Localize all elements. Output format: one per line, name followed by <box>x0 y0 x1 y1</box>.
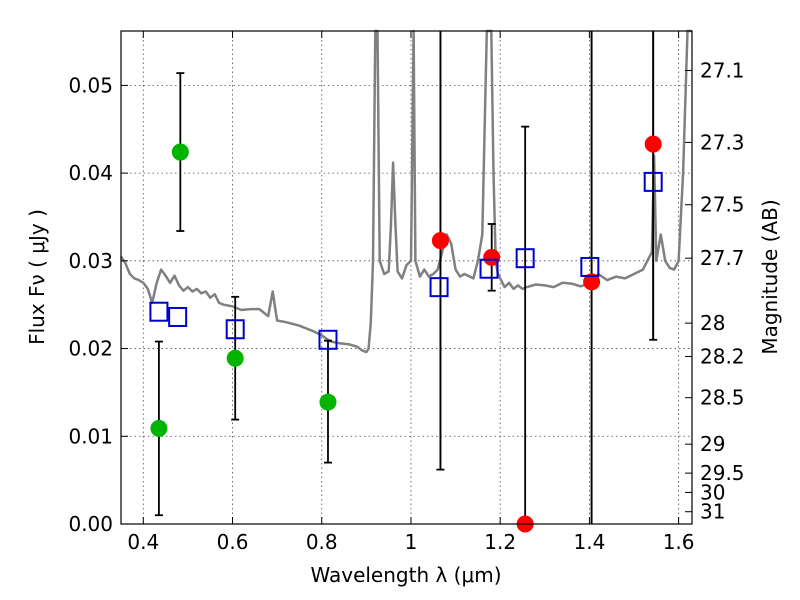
x-tick-label: 1.6 <box>663 530 695 554</box>
y-tick-label: 0.03 <box>68 249 113 273</box>
model-square <box>318 329 338 350</box>
magnitude-tick-label: 28.2 <box>700 344 745 368</box>
magnitude-tick-label: 29 <box>700 432 725 456</box>
y-tick-label: 0.01 <box>68 424 113 448</box>
model-square <box>479 258 499 279</box>
data-points <box>149 31 663 533</box>
magnitude-tick-label: 29.5 <box>700 461 745 485</box>
data-point <box>431 232 449 250</box>
x-tick-label: 1 <box>405 530 418 554</box>
magnitude-tick-label: 27.1 <box>700 58 745 82</box>
data-point <box>483 248 501 266</box>
model-square <box>168 306 188 327</box>
model-square <box>643 171 663 192</box>
model-spectrum <box>119 29 692 354</box>
y2-axis-label: Magnitude (AB) <box>758 199 782 354</box>
data-point <box>583 273 601 291</box>
data-point <box>171 143 189 161</box>
data-point <box>319 393 337 411</box>
x-axis-label: Wavelength λ (μm) <box>310 563 501 587</box>
model-square <box>580 256 600 277</box>
x-tick-label: 0.8 <box>306 530 338 554</box>
model-square <box>225 319 245 340</box>
magnitude-tick-label: 27.3 <box>700 130 745 154</box>
y-tick-label: 0.05 <box>68 73 113 97</box>
y-tick-label: 0.00 <box>68 512 113 536</box>
spectrum-line <box>119 29 692 354</box>
y-tick-label: 0.02 <box>68 337 113 361</box>
data-point <box>644 135 662 153</box>
plot-frame <box>120 30 693 525</box>
x-tick-label: 0.4 <box>127 530 159 554</box>
x-tick-label: 1.2 <box>484 530 516 554</box>
magnitude-tick-label: 27.7 <box>700 246 745 270</box>
data-point <box>150 419 168 437</box>
data-point <box>226 349 244 367</box>
model-square <box>429 277 449 298</box>
magnitude-tick-label: 30 <box>700 480 725 504</box>
model-square <box>149 301 169 322</box>
model-square <box>515 248 535 269</box>
magnitude-tick-label: 31 <box>700 500 725 524</box>
y-axis-label: Flux Fν ( μJy ) <box>25 209 49 345</box>
magnitude-tick-label: 27.5 <box>700 193 745 217</box>
y-tick-label: 0.04 <box>68 161 113 185</box>
magnitude-tick-label: 28.5 <box>700 386 745 410</box>
magnitude-tick-label: 28 <box>700 311 725 335</box>
x-tick-label: 0.6 <box>217 530 249 554</box>
grid <box>121 31 692 525</box>
x-tick-label: 1.4 <box>573 530 605 554</box>
axis-ticks: 0.4 0.6 0.8 1 1.2 1.4 1.6 0.00 0.01 0.02 0.03 0.04 0… <box>68 31 745 554</box>
